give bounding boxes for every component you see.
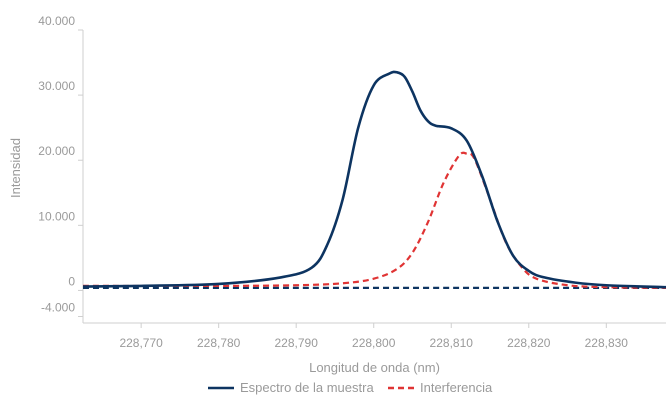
x-tick-label: 228,770 xyxy=(119,336,163,350)
series-line-sample xyxy=(82,70,666,289)
legend-item-interference: Interferencia xyxy=(388,380,493,395)
y-tick-label: 10.000 xyxy=(38,209,75,223)
x-axis-title: Longitud de onda (nm) xyxy=(309,360,440,375)
y-tick-label: 20.000 xyxy=(38,144,75,158)
x-tick-label: 228,790 xyxy=(275,336,319,350)
y-axis: 40.000 30.000 20.000 10.000 0 -4.000 xyxy=(38,14,84,323)
y-tick-labels: 40.000 30.000 20.000 10.000 0 -4.000 xyxy=(38,14,83,317)
legend-label-sample: Espectro de la muestra xyxy=(240,380,374,395)
x-tick-label: 228,810 xyxy=(430,336,474,350)
legend-label-interference: Interferencia xyxy=(420,380,493,395)
y-tick-label: -4.000 xyxy=(41,300,75,314)
y-tick-label: 40.000 xyxy=(38,14,75,28)
x-tick-label: 228,830 xyxy=(585,336,629,350)
x-axis: 228,770 228,780 228,790 228,800 228,810 228,8… xyxy=(83,322,666,350)
series-layer xyxy=(82,70,666,289)
x-tick-labels: 228,770 228,780 228,790 228,800 228,810 228,8… xyxy=(119,323,628,350)
series-line-interference xyxy=(82,151,666,289)
x-tick-label: 228,780 xyxy=(197,336,241,350)
y-tick-label: 0 xyxy=(68,274,75,288)
x-tick-label: 228,820 xyxy=(507,336,551,350)
x-tick-label: 228,800 xyxy=(352,336,396,350)
legend-item-sample: Espectro de la muestra xyxy=(208,380,374,395)
legend: Espectro de la muestra Interferencia xyxy=(208,380,493,395)
y-axis-title: Intensidad xyxy=(8,138,23,198)
y-tick-label: 30.000 xyxy=(38,79,75,93)
